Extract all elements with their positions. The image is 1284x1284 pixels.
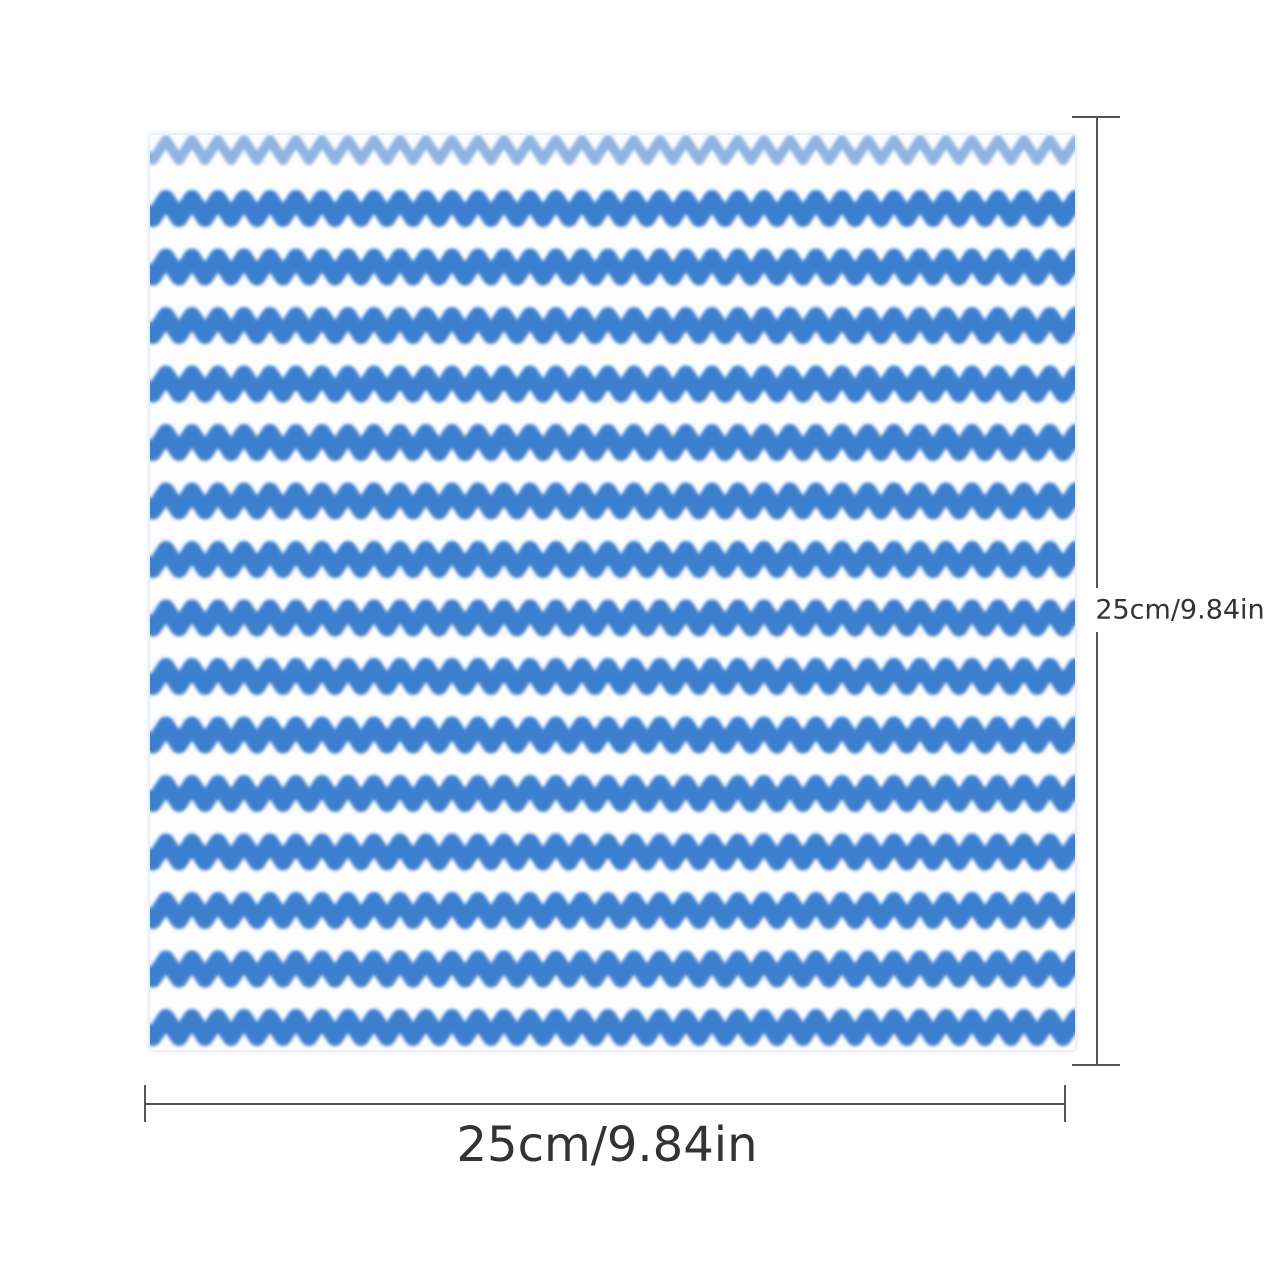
stripe — [150, 658, 1075, 695]
stripe — [150, 190, 1075, 227]
stripe — [150, 365, 1075, 403]
label-background — [1080, 588, 1280, 632]
width-label: 25cm/9.84in — [456, 1117, 757, 1173]
stripe — [150, 892, 1075, 929]
stripe — [150, 424, 1075, 461]
stripe — [150, 1009, 1075, 1046]
height-label: 25cm/9.84in — [1095, 595, 1264, 626]
stripe — [150, 599, 1075, 637]
stripe — [150, 775, 1075, 812]
stripe — [150, 135, 1075, 165]
stripe — [150, 248, 1075, 286]
stripe — [150, 833, 1075, 871]
stripe — [150, 541, 1075, 578]
stripe — [150, 482, 1075, 520]
towel-stripes — [150, 135, 1075, 1046]
stripe — [150, 950, 1075, 988]
stripe — [150, 716, 1075, 754]
stripe — [150, 307, 1075, 344]
